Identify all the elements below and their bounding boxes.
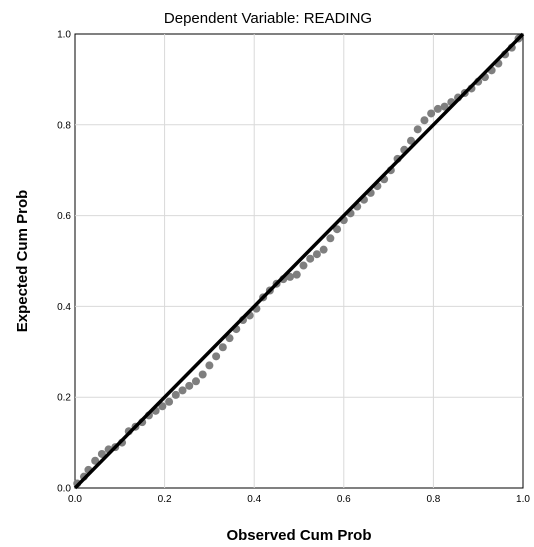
x-tick-label: 0.8	[426, 494, 440, 505]
data-point	[165, 397, 174, 406]
data-point	[427, 109, 436, 118]
data-point	[407, 136, 415, 145]
data-point	[91, 456, 100, 465]
data-point	[185, 381, 194, 390]
data-point	[212, 352, 221, 361]
y-tick-labels: 0.0 0.2 0.4 0.6 0.8 1.0	[57, 30, 71, 495]
data-point	[218, 343, 227, 352]
data-point	[299, 261, 308, 270]
data-point	[333, 225, 342, 234]
data-point	[158, 402, 167, 411]
y-tick-label: 0.6	[57, 211, 71, 222]
data-point	[306, 254, 315, 263]
x-tick-label: 0.0	[68, 494, 82, 505]
data-point	[433, 104, 442, 113]
x-tick-labels: 0.0 0.2 0.4 0.6 0.8 1.0	[68, 494, 530, 505]
y-axis-title: Expected Cum Prob	[14, 190, 31, 333]
data-point	[319, 245, 328, 254]
data-point	[413, 125, 422, 134]
data-point	[198, 370, 207, 379]
data-point	[171, 390, 180, 399]
x-axis-title: Observed Cum Prob	[226, 527, 371, 544]
data-point	[420, 116, 429, 125]
y-tick-label: 0.8	[57, 120, 71, 131]
gridlines	[75, 34, 523, 488]
data-point	[97, 449, 106, 458]
data-point	[440, 102, 449, 111]
data-point	[225, 334, 234, 343]
data-point	[312, 250, 321, 259]
data-point	[178, 386, 187, 395]
x-tick-label: 0.4	[247, 494, 261, 505]
x-tick-label: 0.6	[337, 494, 351, 505]
y-tick-label: 1.0	[57, 30, 71, 41]
chart-title: Dependent Variable: READING	[164, 10, 372, 27]
reference-line	[73, 32, 525, 490]
y-tick-label: 0.2	[57, 393, 71, 404]
data-point	[286, 272, 295, 281]
data-point	[326, 234, 335, 243]
y-tick-label: 0.4	[57, 302, 71, 313]
y-tick-label: 0.0	[57, 484, 71, 495]
data-point	[191, 377, 200, 386]
data-point	[205, 361, 214, 370]
x-tick-label: 0.2	[158, 494, 172, 505]
data-point	[292, 270, 301, 279]
x-tick-label: 1.0	[516, 494, 530, 505]
